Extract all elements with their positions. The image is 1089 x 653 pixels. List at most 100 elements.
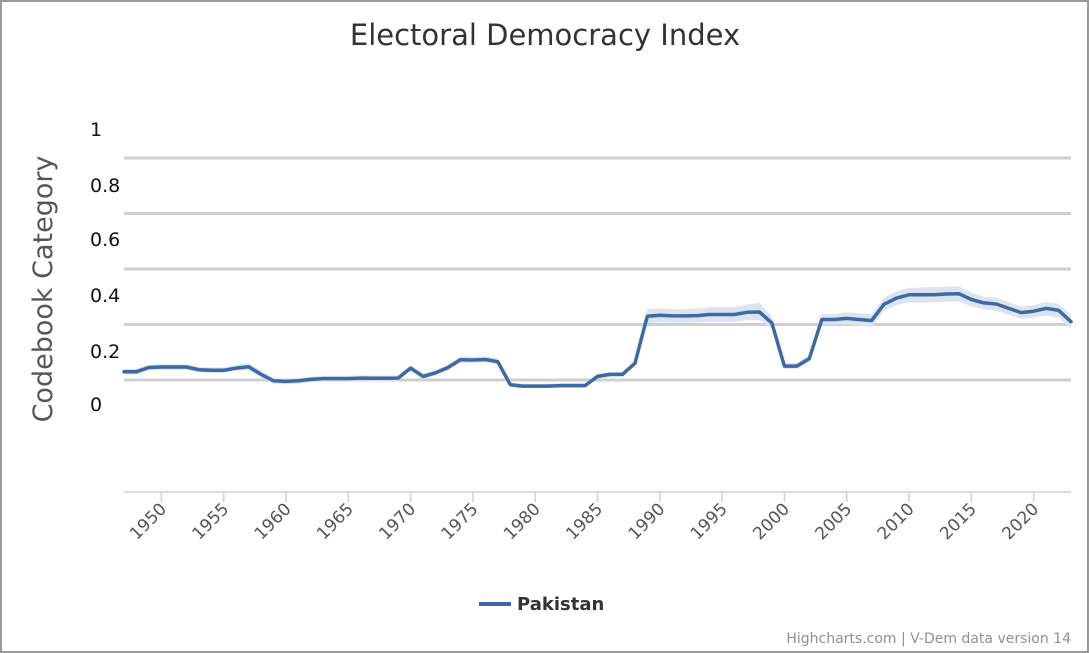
data-point[interactable] <box>1067 318 1075 326</box>
data-point[interactable] <box>905 291 913 299</box>
y-tick-label: 0.8 <box>90 175 120 197</box>
data-point[interactable] <box>880 300 888 308</box>
series-line-pakistan[interactable] <box>122 291 1073 388</box>
data-point[interactable] <box>793 362 801 370</box>
data-point[interactable] <box>332 375 340 383</box>
data-point[interactable] <box>481 356 489 364</box>
x-tick-label: 2005 <box>812 499 857 544</box>
data-point[interactable] <box>706 311 714 319</box>
data-point[interactable] <box>780 362 788 370</box>
y-tick-label: 0.6 <box>90 229 120 251</box>
data-point[interactable] <box>631 359 639 367</box>
data-point[interactable] <box>294 377 302 385</box>
data-point[interactable] <box>407 364 415 372</box>
chart-title: Electoral Democracy Index <box>350 18 740 52</box>
data-point[interactable] <box>805 355 813 363</box>
data-point[interactable] <box>992 300 1000 308</box>
data-point[interactable] <box>369 374 377 382</box>
data-point[interactable] <box>556 382 564 390</box>
data-point[interactable] <box>506 381 514 389</box>
x-tick-label: 1985 <box>562 499 607 544</box>
data-point[interactable] <box>843 314 851 322</box>
legend[interactable]: Pakistan <box>479 594 604 615</box>
legend-item-pakistan[interactable]: Pakistan <box>517 594 604 615</box>
x-tick-label: 1970 <box>375 499 420 544</box>
data-point[interactable] <box>382 374 390 382</box>
x-tick-label: 1960 <box>251 499 296 544</box>
data-point[interactable] <box>768 319 776 327</box>
data-point[interactable] <box>207 366 215 374</box>
data-point[interactable] <box>307 375 315 383</box>
data-point[interactable] <box>282 377 290 385</box>
y-tick-label: 0.4 <box>90 285 120 307</box>
data-point[interactable] <box>519 382 527 390</box>
data-point[interactable] <box>942 290 950 298</box>
data-point[interactable] <box>195 366 203 374</box>
data-point[interactable] <box>120 368 128 376</box>
data-point[interactable] <box>319 375 327 383</box>
data-point[interactable] <box>220 366 228 374</box>
data-point[interactable] <box>681 312 689 320</box>
data-point[interactable] <box>1005 304 1013 312</box>
data-point[interactable] <box>257 370 265 378</box>
data-point[interactable] <box>643 312 651 320</box>
data-point[interactable] <box>145 364 153 372</box>
data-point[interactable] <box>868 317 876 325</box>
y-tick-label: 1 <box>90 119 102 141</box>
data-point[interactable] <box>344 375 352 383</box>
x-tick-label: 1955 <box>188 499 233 544</box>
data-point[interactable] <box>618 370 626 378</box>
data-point[interactable] <box>357 374 365 382</box>
data-point[interactable] <box>930 291 938 299</box>
data-point[interactable] <box>1042 304 1050 312</box>
data-point[interactable] <box>444 364 452 372</box>
data-point[interactable] <box>232 364 240 372</box>
data-point[interactable] <box>668 312 676 320</box>
data-point[interactable] <box>394 374 402 382</box>
series-points <box>120 290 1075 390</box>
data-point[interactable] <box>581 382 589 390</box>
data-point[interactable] <box>456 356 464 364</box>
x-tick-label: 2015 <box>936 499 981 544</box>
data-point[interactable] <box>432 369 440 377</box>
data-point[interactable] <box>980 299 988 307</box>
data-point[interactable] <box>594 372 602 380</box>
data-point[interactable] <box>731 311 739 319</box>
data-point[interactable] <box>855 316 863 324</box>
data-point[interactable] <box>1055 306 1063 314</box>
data-point[interactable] <box>893 294 901 302</box>
data-point[interactable] <box>967 296 975 304</box>
data-point[interactable] <box>469 356 477 364</box>
credits-text[interactable]: Highcharts.com | V-Dem data version 14 <box>786 631 1071 647</box>
data-point[interactable] <box>270 377 278 385</box>
data-point[interactable] <box>756 308 764 316</box>
data-point[interactable] <box>419 372 427 380</box>
data-point[interactable] <box>531 382 539 390</box>
data-point[interactable] <box>133 368 141 376</box>
data-point[interactable] <box>955 290 963 298</box>
data-point[interactable] <box>693 312 701 320</box>
y-axis-label: Codebook Category <box>28 156 59 423</box>
x-tick-label: 2020 <box>998 499 1043 544</box>
data-point[interactable] <box>743 308 751 316</box>
data-point[interactable] <box>494 358 502 366</box>
data-point[interactable] <box>569 382 577 390</box>
y-axis-ticks: 0 0.2 0.4 0.6 0.8 1 <box>90 119 120 416</box>
data-point[interactable] <box>918 291 926 299</box>
data-point[interactable] <box>718 311 726 319</box>
data-point[interactable] <box>606 370 614 378</box>
data-point[interactable] <box>544 382 552 390</box>
data-point[interactable] <box>157 363 165 371</box>
data-point[interactable] <box>1017 309 1025 317</box>
y-tick-label: 0.2 <box>90 341 120 363</box>
data-point[interactable] <box>245 363 253 371</box>
x-tick-label: 2010 <box>874 499 919 544</box>
data-point[interactable] <box>818 316 826 324</box>
data-point[interactable] <box>656 311 664 319</box>
x-tick-label: 1980 <box>500 499 545 544</box>
data-point[interactable] <box>170 363 178 371</box>
data-point[interactable] <box>1030 307 1038 315</box>
data-point[interactable] <box>830 316 838 324</box>
data-point[interactable] <box>182 363 190 371</box>
